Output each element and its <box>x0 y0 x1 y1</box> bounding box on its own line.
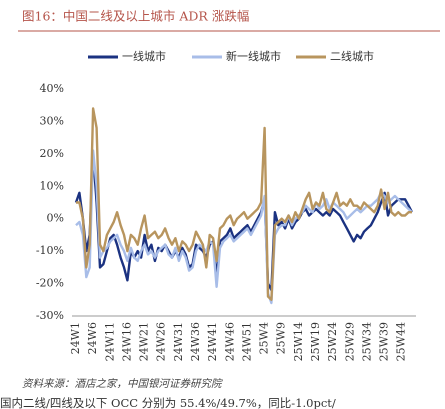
x-tick-label: 24W1 <box>69 322 82 354</box>
y-tick-label: 40% <box>40 82 64 95</box>
line-series <box>75 149 413 305</box>
x-tick-label: 25W39 <box>378 322 391 361</box>
y-tick-label: -30% <box>36 309 64 322</box>
x-tick-label: 25W14 <box>292 322 305 361</box>
y-tick-label: 30% <box>40 114 64 127</box>
x-tick-label: 25W19 <box>309 322 322 361</box>
source: 资料来源：酒店之家，中国银河证券研究院 <box>22 378 223 390</box>
legend-label: 一线城市 <box>122 49 166 63</box>
x-tick-label: 25W29 <box>343 322 356 361</box>
legend-label: 二线城市 <box>330 49 374 63</box>
x-tick-label: 25W9 <box>275 322 288 354</box>
y-tick-label: 0% <box>47 212 64 225</box>
x-tick-label: 24W41 <box>206 322 219 361</box>
x-tick-label: 24W6 <box>86 322 99 354</box>
x-tick-label: 24W51 <box>240 322 253 361</box>
line-series <box>74 152 414 292</box>
chart-title: 图16：中国二线及以上城市 ADR 涨跌幅 <box>22 9 249 24</box>
x-tick-label: 25W24 <box>326 322 339 361</box>
y-tick-label: 10% <box>40 179 64 192</box>
x-tick-label: 24W21 <box>138 322 151 361</box>
footer-text: 国内二线/四线及以下 OCC 分别为 55.4%/49.7%，同比-1.0pct… <box>0 396 336 409</box>
x-tick-label: 24W36 <box>189 322 202 361</box>
x-tick-label: 25W4 <box>258 322 271 354</box>
x-tick-label: 24W11 <box>103 322 116 361</box>
x-tick-label: 25W44 <box>395 322 408 361</box>
x-tick-label: 24W16 <box>120 322 133 361</box>
x-tick-label: 25W34 <box>360 322 373 361</box>
y-tick-label: -10% <box>36 244 64 257</box>
y-tick-label: -20% <box>36 277 64 290</box>
x-tick-label: 24W46 <box>223 322 236 361</box>
x-tick-label: 24W26 <box>155 322 168 361</box>
x-tick-label: 24W31 <box>172 322 185 361</box>
legend-label: 新一线城市 <box>226 49 281 63</box>
y-tick-label: 20% <box>40 147 64 160</box>
line-series <box>76 107 412 301</box>
